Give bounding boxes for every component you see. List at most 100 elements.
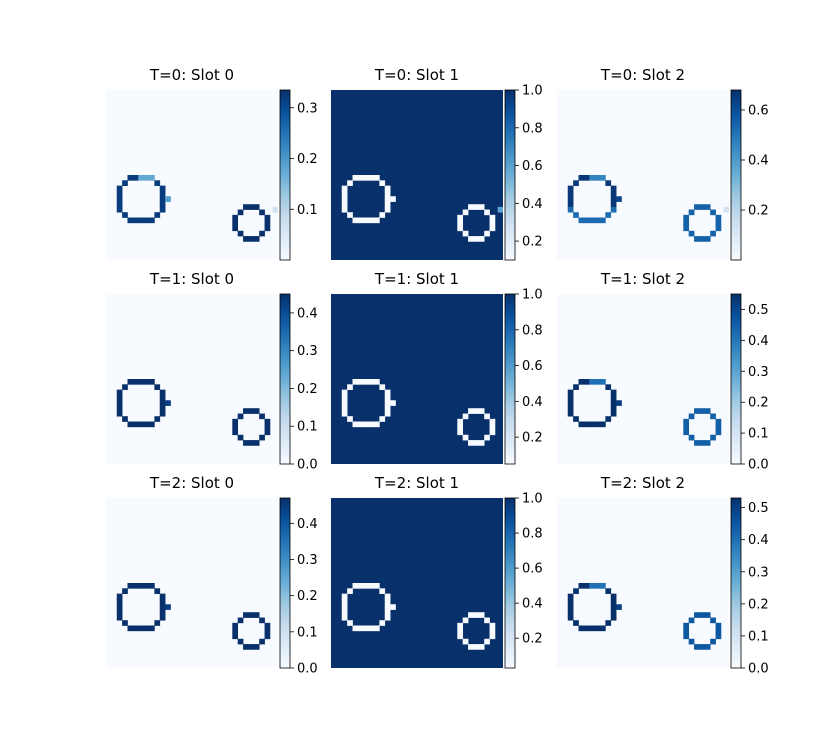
colorbar-tick-label: 0.5 [748,303,769,318]
heatmap-cell [489,628,496,634]
heatmap-cell [259,230,265,237]
colorbar-gradient [504,89,516,261]
heatmap-cell [715,628,722,634]
heatmap-cell [484,413,490,420]
heatmap-cell [363,583,369,589]
colorbar-tick-label: 0.3 [297,101,318,116]
heatmap-cell [605,588,612,594]
colorbar: 0.0 0.1 0.2 0.3 0.4 [279,293,318,473]
colorbar-tick-label: 0.6 [748,104,769,119]
heatmap-cell [489,622,496,629]
heatmap-cell [688,413,695,420]
heatmap [557,90,729,260]
heatmap-cell [237,209,244,216]
heatmap-cell [122,180,128,186]
heatmap-cell [594,379,601,385]
heatmap-cell [478,204,485,210]
heatmap-cell [243,408,249,414]
heatmap-cell [462,617,469,624]
colorbar-tick-label: 0.5 [748,501,769,516]
heatmap-cell [363,625,369,632]
heatmap-cell [122,384,128,390]
heatmap-cell [384,185,391,192]
heatmap-cell [610,185,617,192]
heatmap-cell [384,598,391,605]
heatmap-cell [357,217,364,224]
heatmap-cell [578,625,585,632]
heatmap-cell [694,204,700,210]
heatmap-cell [589,175,595,181]
heatmap-cell [457,633,464,640]
heatmap-cell [390,196,396,202]
heatmap-cell [573,416,579,422]
heatmap-cell [694,236,700,242]
heatmap-cell [610,614,617,621]
heatmap-cell [347,588,353,594]
heatmap-cell [715,424,722,430]
heatmap-cell [567,394,574,401]
heatmap-cell [159,598,166,605]
colorbar-tick-label: 0.2 [297,152,318,167]
heatmap-cell [699,644,706,650]
heatmap-cell [468,612,474,618]
heatmap-cell [473,644,480,650]
heatmap-cell [341,405,348,412]
heatmap-cell [159,604,166,610]
heatmap-cell [589,379,595,385]
heatmap-cell [243,612,249,618]
heatmap-cell [567,598,574,605]
heatmap-cell [384,201,391,208]
heatmap-cell [116,201,123,208]
heatmap-cell [694,408,700,414]
heatmap-cell [264,424,271,430]
heatmap-cell [122,588,128,594]
colorbar-tick-label: 0.0 [748,458,769,473]
heatmap-cell [473,440,480,446]
heatmap-cell [259,638,265,645]
heatmap-cell [567,196,574,202]
heatmap-cell [688,230,695,237]
heatmap-cell [683,628,690,634]
heatmap-cell [116,400,123,406]
heatmap-cell [605,180,612,186]
panel-title: T=0: Slot 1 [374,66,460,84]
heatmap-cell [484,230,490,237]
heatmap-cell [154,384,161,390]
colorbar-tick-label: 0.3 [748,565,769,580]
heatmap [106,294,278,464]
heatmap-cell [457,429,464,436]
heatmap-cell [138,379,144,385]
heatmap-cell [374,583,380,589]
heatmap-cell [363,379,369,385]
heatmap-cell [264,633,271,640]
heatmap-cell [232,214,239,221]
colorbar-tick-label: 0.2 [748,396,769,411]
heatmap-cell [341,400,348,406]
colorbar-tick-label: 0.2 [297,382,318,397]
heatmap-cell [149,217,155,224]
heatmap-cell [384,190,391,197]
colorbar-tick-label: 0.3 [297,344,318,359]
colorbar-tick-label: 0.1 [297,420,318,435]
heatmap-cell [374,625,380,632]
heatmap-cell [347,212,353,218]
colorbar-tick-label: 0.1 [748,427,769,442]
heatmap-cell [715,429,722,436]
heatmap-cell [341,593,348,600]
colorbar-tick-label: 0.0 [748,662,769,677]
heatmap-cell [567,206,574,213]
heatmap-cell [368,625,375,632]
heatmap-cell [468,408,474,414]
heatmap-cell [379,384,386,390]
colorbar-gradient [730,89,742,261]
heatmap-cell [610,593,617,600]
colorbar-gradient [279,89,291,261]
heatmap-cell [578,175,585,181]
heatmap-cell [384,604,391,610]
panel-title: T=2: Slot 1 [374,474,460,492]
panel-title: T=0: Slot 0 [149,66,235,84]
heatmap-cell [237,413,244,420]
heatmap-cell [374,217,380,224]
heatmap-cell [149,175,155,181]
colorbar-tick-label: 1.0 [522,492,543,507]
